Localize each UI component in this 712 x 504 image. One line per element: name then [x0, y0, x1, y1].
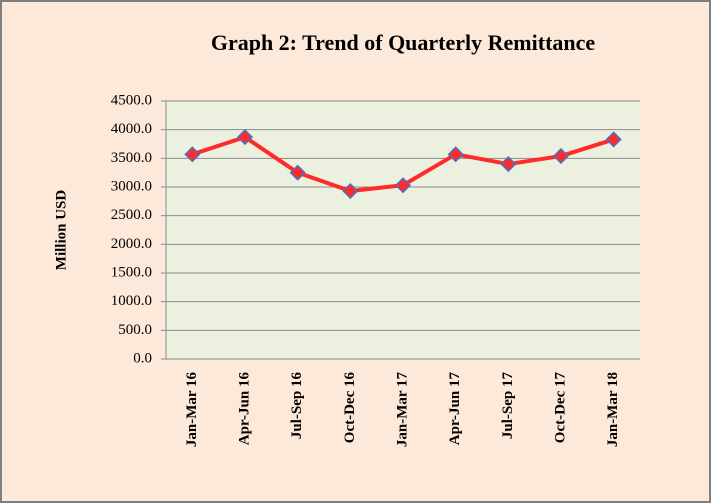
- x-tick-label: Oct-Dec 17: [552, 372, 568, 444]
- x-tick-label: Jul-Sep 17: [500, 372, 516, 440]
- x-tick-label: Jul-Sep 16: [289, 372, 305, 440]
- y-tick-label: 3000.0: [111, 178, 152, 194]
- y-axis-label: Million USD: [53, 190, 69, 271]
- x-tick-label: Apr-Jun 17: [447, 372, 463, 446]
- x-tick-label: Jan-Mar 17: [394, 372, 410, 448]
- y-tick-label: 3500.0: [111, 150, 152, 166]
- y-tick-label: 500.0: [118, 322, 152, 338]
- marker: [342, 182, 359, 200]
- y-tick-label: 0.0: [133, 350, 152, 366]
- marker: [394, 177, 412, 194]
- y-tick-label: 2000.0: [111, 236, 152, 252]
- y-tick-label: 4500.0: [111, 92, 152, 108]
- marker: [500, 156, 517, 173]
- x-tick-label: Apr-Jun 16: [236, 372, 252, 446]
- y-tick-label: 2500.0: [111, 207, 152, 223]
- y-tick-label: 1000.0: [111, 293, 152, 309]
- marker: [289, 164, 306, 181]
- chart-title: Graph 2: Trend of Quarterly Remittance: [211, 30, 596, 55]
- marker: [184, 146, 201, 163]
- x-tick-label: Jan-Mar 16: [184, 372, 200, 448]
- marker: [447, 146, 464, 163]
- marker: [552, 147, 570, 165]
- y-tick-label: 4000.0: [111, 121, 152, 137]
- y-tick-label: 1500.0: [111, 264, 152, 280]
- x-tick-label: Jan-Mar 18: [605, 372, 621, 447]
- marker: [605, 131, 622, 148]
- marker: [236, 129, 254, 146]
- x-tick-label: Oct-Dec 16: [342, 372, 358, 444]
